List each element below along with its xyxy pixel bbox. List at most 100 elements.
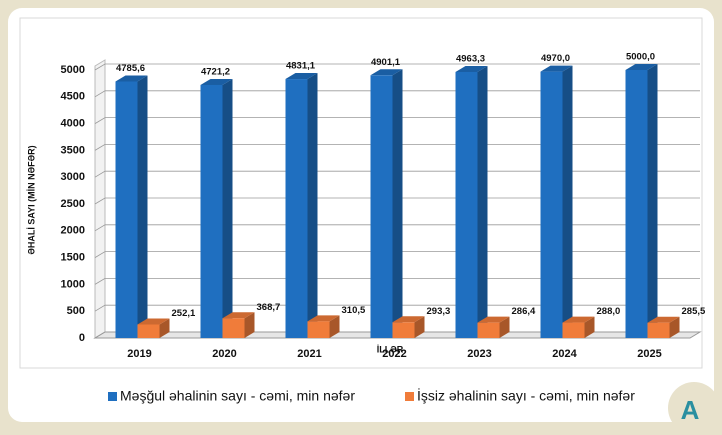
bar-front bbox=[285, 79, 308, 338]
bar-side bbox=[137, 75, 148, 339]
bar-front bbox=[455, 71, 478, 339]
bar-top bbox=[562, 316, 595, 323]
grid-line bbox=[94, 170, 700, 178]
grid-line bbox=[94, 304, 700, 312]
y-tick-label: 4500 bbox=[61, 91, 85, 103]
value-label: 368,7 bbox=[257, 302, 281, 313]
bar-front bbox=[540, 71, 563, 338]
value-label: 252,1 bbox=[172, 308, 196, 319]
badge: A bbox=[681, 395, 700, 425]
bar-top bbox=[137, 318, 170, 325]
bar-top bbox=[477, 316, 510, 323]
bar-top bbox=[370, 69, 403, 76]
bar-top bbox=[115, 75, 148, 82]
y-tick-label: 3000 bbox=[61, 171, 85, 183]
bar-side bbox=[307, 73, 318, 338]
value-label: 4970,0 bbox=[541, 53, 570, 64]
bar bbox=[285, 73, 318, 338]
y-tick-label: 1000 bbox=[61, 278, 85, 290]
bar-side bbox=[499, 316, 510, 338]
bar-side bbox=[562, 65, 573, 338]
y-tick-label: 500 bbox=[67, 305, 85, 317]
bar-side bbox=[584, 316, 595, 338]
value-label: 286,4 bbox=[512, 306, 536, 317]
bar bbox=[115, 75, 148, 339]
bar-side bbox=[392, 69, 403, 339]
bar-top bbox=[307, 315, 340, 322]
bar-front bbox=[370, 75, 393, 339]
value-label: 4785,6 bbox=[116, 63, 145, 74]
y-tick-label: 0 bbox=[79, 332, 85, 344]
bar-front bbox=[222, 318, 245, 338]
bar-front bbox=[307, 321, 330, 338]
x-axis-label: İLLƏR bbox=[377, 344, 404, 354]
value-label: 5000,0 bbox=[626, 52, 655, 63]
bar-top bbox=[455, 65, 488, 72]
x-tick-label: 2020 bbox=[212, 348, 236, 360]
x-tick-label: 2021 bbox=[297, 348, 321, 360]
legend-swatch bbox=[405, 392, 414, 401]
bar-front bbox=[647, 322, 670, 338]
value-label: 4963,3 bbox=[456, 53, 485, 64]
bar bbox=[222, 312, 255, 338]
bar bbox=[455, 65, 488, 339]
value-label: 285,5 bbox=[682, 306, 706, 317]
grid-line bbox=[94, 63, 700, 71]
legend-label: İşsiz əhalinin sayı - cəmi, min nəfər bbox=[417, 387, 635, 404]
grid-line bbox=[94, 117, 700, 124]
bar-side bbox=[669, 316, 680, 338]
y-tick-label: 2000 bbox=[61, 225, 85, 237]
bar-side bbox=[244, 312, 255, 338]
bar-side bbox=[477, 65, 488, 339]
value-label: 310,5 bbox=[342, 305, 366, 316]
bar-side bbox=[647, 64, 658, 338]
x-tick-label: 2024 bbox=[552, 348, 577, 360]
grid-line bbox=[94, 277, 700, 285]
value-label: 4901,1 bbox=[371, 57, 401, 68]
bar-front bbox=[200, 84, 223, 338]
y-tick-label: 4000 bbox=[61, 118, 85, 130]
value-label: 4831,1 bbox=[286, 61, 316, 72]
bar-front bbox=[115, 81, 138, 339]
bar-top bbox=[285, 73, 318, 80]
value-label: 293,3 bbox=[427, 306, 451, 317]
bar-top bbox=[647, 316, 680, 323]
y-axis-label: ƏHALİ SAYI (MİN NƏFƏR) bbox=[26, 145, 36, 254]
bar-top bbox=[540, 65, 573, 72]
bar bbox=[647, 316, 680, 338]
bar bbox=[625, 64, 658, 338]
y-tick-label: 2500 bbox=[61, 198, 85, 210]
x-tick-label: 2025 bbox=[637, 348, 661, 360]
bar bbox=[200, 78, 233, 339]
bar-top bbox=[625, 64, 658, 70]
x-tick-label: 2022 bbox=[382, 348, 406, 360]
bar-side bbox=[159, 318, 170, 338]
bar-side bbox=[414, 316, 425, 338]
bar-side bbox=[329, 315, 340, 338]
bar-front bbox=[625, 70, 648, 338]
grid-line bbox=[94, 224, 700, 232]
bar-top bbox=[200, 78, 233, 85]
bar-front bbox=[477, 322, 500, 338]
grid-line bbox=[94, 251, 700, 258]
grid-line bbox=[94, 197, 700, 205]
legend-swatch bbox=[108, 392, 117, 401]
bar bbox=[307, 315, 340, 338]
value-label: 288,0 bbox=[597, 306, 621, 317]
bar bbox=[562, 316, 595, 338]
badge-bg bbox=[668, 382, 720, 434]
grid-line bbox=[94, 90, 700, 98]
bar-top bbox=[222, 312, 255, 319]
y-tick-label: 5000 bbox=[61, 64, 85, 76]
y-tick-label: 3500 bbox=[61, 144, 85, 156]
bar-top bbox=[392, 316, 425, 323]
grid-line bbox=[94, 143, 700, 151]
bar bbox=[137, 318, 170, 338]
legend-label: Məşğul əhalinin sayı - cəmi, min nəfər bbox=[120, 388, 355, 404]
x-tick-label: 2019 bbox=[127, 348, 151, 360]
bar-front bbox=[562, 322, 585, 338]
bar bbox=[477, 316, 510, 338]
bar-side bbox=[222, 78, 233, 339]
value-label: 4721,2 bbox=[201, 66, 230, 77]
